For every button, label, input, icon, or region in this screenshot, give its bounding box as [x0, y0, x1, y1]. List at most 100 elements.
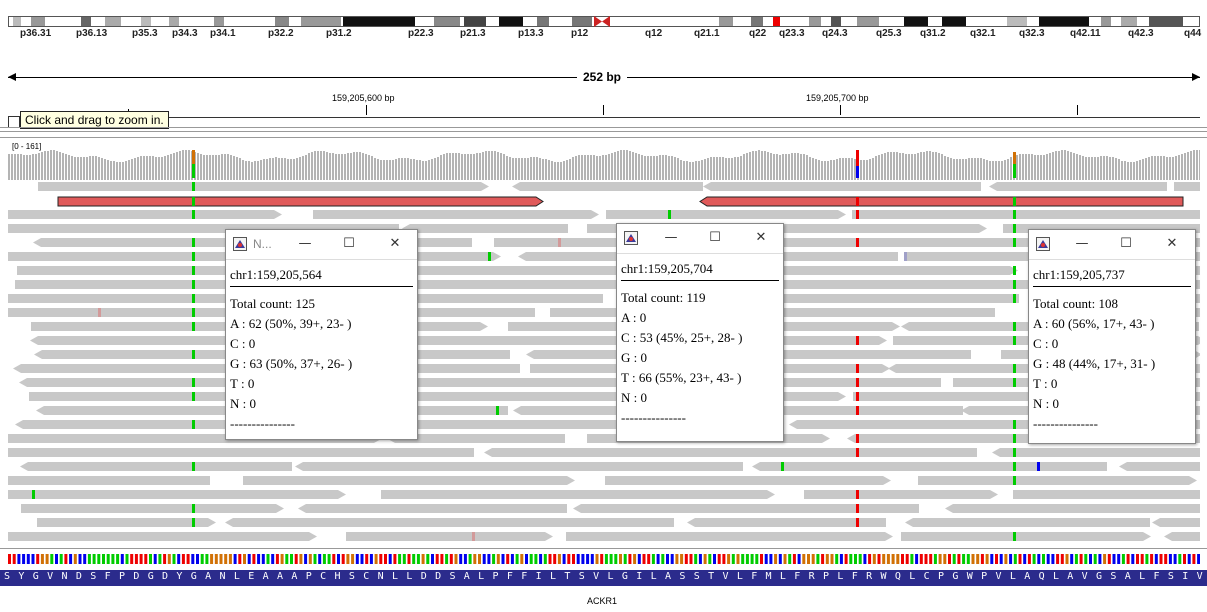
maximize-button[interactable]: ☐: [343, 236, 355, 251]
reference-base: [55, 554, 58, 564]
mismatch-base: [856, 197, 859, 206]
mismatch-base: [904, 252, 907, 261]
mismatch-base: [668, 210, 671, 219]
coverage-bar: [185, 150, 187, 180]
reference-base: [153, 554, 157, 564]
coverage-bar: [629, 151, 631, 180]
coverage-bar: [233, 156, 235, 180]
reference-base: [40, 554, 44, 564]
coverage-bar: [116, 162, 118, 180]
reference-base: [393, 554, 397, 564]
coverage-bar: [896, 152, 898, 180]
coverage-bar: [260, 160, 262, 180]
count-a: A : 0: [621, 310, 647, 325]
popup-titlebar[interactable]: — ☐ ✕: [1029, 230, 1195, 260]
reference-base: [200, 554, 204, 564]
reference-base: [760, 554, 763, 564]
amino-acid: I: [636, 571, 643, 582]
alignment-track-panel[interactable]: [0 - 161]: [8, 140, 1200, 546]
band-label: p31.2: [326, 28, 352, 39]
coverage-bar: [89, 156, 91, 180]
coverage-bar: [245, 161, 247, 180]
maximize-button[interactable]: ☐: [709, 230, 721, 245]
coverage-bar: [1061, 150, 1063, 180]
coverage-bar: [314, 151, 316, 180]
popup-titlebar[interactable]: — ☐ ✕: [617, 224, 783, 254]
coverage-bar: [977, 158, 979, 180]
coverage-bar: [581, 155, 583, 180]
base-count-popup[interactable]: — ☐ ✕ chr1:159,205,737 Total count: 108 …: [1028, 229, 1196, 444]
coverage-bar: [791, 153, 793, 180]
reference-base: [69, 554, 73, 564]
reference-base: [637, 554, 641, 564]
coverage-bar: [161, 157, 163, 180]
coverage-bar: [485, 151, 487, 180]
coverage-bar: [1034, 155, 1036, 180]
coverage-bar: [350, 153, 352, 180]
coverage-bar: [698, 161, 700, 180]
amino-acid: S: [679, 571, 686, 582]
coverage-bar: [1025, 154, 1027, 180]
base-count-popup[interactable]: — ☐ ✕ chr1:159,205,704 Total count: 119 …: [616, 223, 784, 442]
coverage-bar: [35, 154, 37, 180]
coverage-bar: [392, 160, 394, 180]
amino-acid: P: [937, 571, 945, 582]
base-count-popup[interactable]: N... — ☐ ✕ chr1:159,205,564 Total count:…: [225, 229, 418, 440]
coverage-bar: [146, 156, 148, 180]
amino-acid: I: [535, 571, 542, 582]
reference-base: [745, 554, 749, 564]
coverage-track[interactable]: [8, 140, 1200, 180]
amino-acid: L: [1139, 571, 1146, 582]
reference-base: [670, 554, 674, 564]
reference-base: [816, 554, 820, 564]
coverage-bar: [98, 157, 100, 180]
aligned-read: [298, 504, 567, 513]
aligned-read: [1119, 462, 1200, 471]
reference-base: [839, 554, 843, 564]
coverage-bar: [347, 153, 349, 180]
amino-acid: Y: [18, 571, 25, 582]
coverage-bar: [218, 155, 220, 180]
popup-titlebar[interactable]: N... — ☐ ✕: [226, 230, 417, 260]
close-button[interactable]: ✕: [755, 230, 767, 245]
panel-divider[interactable]: [0, 127, 1207, 128]
coverage-bar: [56, 151, 58, 180]
reference-base: [1018, 554, 1022, 564]
coverage-bar: [1058, 151, 1060, 180]
coverage-bar: [1142, 159, 1144, 180]
minimize-button[interactable]: —: [664, 230, 678, 245]
reference-base: [581, 554, 585, 564]
reference-base: [604, 554, 608, 564]
reference-base: [398, 554, 402, 564]
aligned-read: [295, 462, 743, 471]
close-button[interactable]: ✕: [1166, 236, 1178, 251]
coverage-bar: [341, 154, 343, 180]
band-label: q12: [645, 28, 663, 39]
coverage-bar: [1163, 156, 1165, 180]
close-button[interactable]: ✕: [389, 236, 401, 251]
reference-base: [388, 554, 392, 564]
reference-base: [1164, 554, 1168, 564]
reference-sequence-track[interactable]: [8, 554, 1200, 564]
count-g: G : 63 (50%, 37+, 26- ): [230, 356, 353, 371]
reference-base: [750, 554, 754, 564]
minimize-button[interactable]: —: [298, 236, 312, 251]
coverage-bar: [1124, 161, 1126, 180]
minimize-button[interactable]: —: [1075, 236, 1089, 251]
reference-base: [92, 554, 96, 564]
coverage-bar: [560, 162, 562, 180]
reference-base: [661, 554, 665, 564]
reference-base: [713, 554, 716, 564]
locus-text: chr1:159,205,737: [1033, 267, 1125, 282]
amino-acid: R: [808, 571, 815, 582]
read-alignments[interactable]: [8, 180, 1200, 546]
coverage-bar: [17, 154, 19, 180]
coverage-bar: [866, 160, 868, 180]
reference-base: [492, 554, 496, 564]
reference-base: [341, 554, 345, 564]
coverage-bar: [308, 153, 310, 180]
reference-base: [882, 554, 886, 564]
maximize-button[interactable]: ☐: [1120, 236, 1132, 251]
gene-name-label[interactable]: ACKR1: [587, 596, 618, 606]
